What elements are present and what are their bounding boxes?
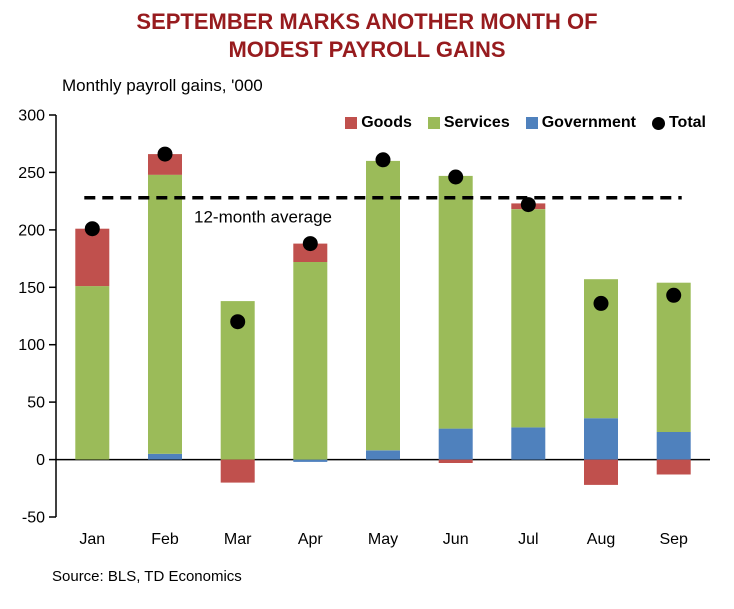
x-axis-label: Jul	[518, 531, 538, 548]
x-axis-label: Mar	[224, 531, 252, 548]
bar-segment-services	[438, 175, 473, 429]
bar-segment-government	[366, 450, 400, 460]
total-dot-marker	[651, 116, 665, 130]
bar-segment-services	[656, 282, 691, 432]
title-line2: MODEST PAYROLL GAINS	[228, 36, 506, 62]
bar-segment-goods	[293, 243, 328, 262]
title-line1: SEPTEMBER MARKS ANOTHER MONTH OF	[136, 9, 598, 34]
y-tick-label: 50	[27, 395, 45, 412]
chart-subtitle: Monthly payroll gains, '000	[62, 76, 263, 95]
bar-segment-government	[148, 453, 182, 460]
x-axis-label: Feb	[151, 531, 179, 548]
legend-item-goods: Goods	[345, 114, 412, 132]
government-swatch	[525, 117, 538, 129]
chart-legend: Goods Services Government Total	[345, 114, 706, 132]
bar-segment-government	[438, 428, 473, 460]
legend-item-total: Total	[651, 114, 706, 132]
y-tick-label: 150	[18, 280, 45, 297]
y-tick-label: 200	[18, 222, 45, 239]
legend-label: Government	[541, 114, 636, 131]
bar-segment-goods	[148, 154, 182, 175]
bar-segment-goods	[656, 459, 691, 475]
bar-segment-goods	[438, 459, 473, 463]
bar-segment-government	[511, 427, 546, 460]
bar-segment-government	[656, 432, 691, 460]
total-dot	[448, 169, 464, 185]
bar-segment-services	[75, 286, 110, 460]
y-tick-label: 300	[18, 108, 45, 125]
total-dot	[157, 146, 173, 162]
x-axis-label: Apr	[298, 531, 324, 548]
total-dot	[84, 221, 100, 237]
bar-segment-services	[511, 209, 546, 428]
bar-segment-government	[293, 459, 328, 462]
bar-segment-services	[293, 262, 328, 460]
payroll-bar-chart: -50 0 50 100 150 200 250 300 Jan Feb Mar Apr May Jun J…	[18, 108, 710, 548]
legend-label: Goods	[361, 114, 412, 131]
x-axis-label: Sep	[659, 531, 688, 548]
total-dot	[520, 197, 536, 213]
total-dot	[666, 287, 682, 303]
x-axis-label: Aug	[587, 531, 615, 548]
average-line-label: 12-month average	[194, 208, 332, 227]
y-tick-label: 100	[18, 337, 45, 354]
bar-segment-goods	[584, 459, 618, 485]
x-axis-label: Jan	[79, 531, 105, 548]
bar-segment-services	[148, 174, 182, 454]
chart-title: SEPTEMBER MARKS ANOTHER MONTH OF MODEST …	[0, 8, 734, 63]
y-tick-label: 0	[36, 452, 45, 469]
y-tick-label: 250	[18, 165, 45, 182]
total-dot	[593, 295, 609, 311]
legend-label: Total	[668, 114, 706, 131]
total-dot	[375, 152, 391, 168]
total-dot	[230, 314, 246, 330]
x-axis-label: May	[368, 531, 398, 548]
source-note: Source: BLS, TD Economics	[52, 568, 242, 585]
services-swatch	[427, 117, 440, 129]
bar-segment-goods	[75, 228, 110, 287]
bar-segment-services	[366, 160, 400, 451]
goods-swatch	[345, 117, 358, 129]
bar-segment-goods	[220, 459, 255, 483]
total-dot	[302, 236, 318, 252]
legend-item-services: Services	[427, 114, 510, 132]
legend-item-government: Government	[525, 114, 636, 132]
legend-label: Services	[443, 114, 510, 131]
bar-segment-government	[584, 418, 618, 460]
y-tick-label: -50	[22, 510, 45, 527]
x-axis-label: Jun	[443, 531, 469, 548]
